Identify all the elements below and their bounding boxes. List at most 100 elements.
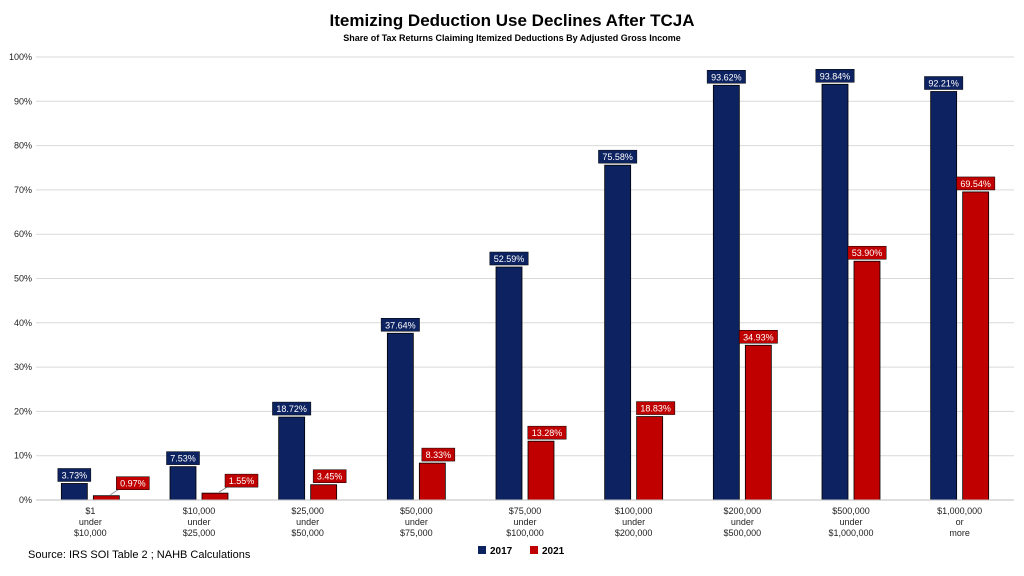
y-tick-label: 20% <box>14 406 32 416</box>
label-leader-line <box>218 486 228 493</box>
data-label: 8.33% <box>426 450 452 460</box>
data-label: 53.90% <box>852 248 883 258</box>
data-label-box <box>527 425 567 440</box>
x-category-label: $200,000 <box>615 528 653 538</box>
bar-2021 <box>527 440 555 501</box>
source-note: Source: IRS SOI Table 2 ; NAHB Calculati… <box>28 549 251 561</box>
label-leader-line <box>110 489 119 496</box>
x-category-label: $25,000 <box>291 506 324 516</box>
data-label: 18.72% <box>276 404 307 414</box>
x-category-label: $10,000 <box>74 528 107 538</box>
x-category-label: $50,000 <box>291 528 324 538</box>
y-tick-label: 80% <box>14 141 32 151</box>
data-label-box <box>598 149 638 164</box>
data-label-box <box>116 476 150 490</box>
x-category-label: under <box>296 517 319 527</box>
legend-swatch-2021 <box>530 546 538 554</box>
x-category-label: $100,000 <box>615 506 653 516</box>
x-category-label: $1 <box>85 506 95 516</box>
bar-2017 <box>930 91 958 501</box>
bar-2021 <box>744 344 772 501</box>
bar-2021 <box>92 495 120 501</box>
data-label-box <box>924 76 964 90</box>
legend-label: 2021 <box>542 546 565 557</box>
data-label-box <box>272 401 312 416</box>
y-tick-label: 60% <box>14 229 32 239</box>
data-label: 93.62% <box>711 72 742 82</box>
data-label-box <box>380 318 420 332</box>
x-category-label: $10,000 <box>183 506 216 516</box>
gridlines <box>36 56 1014 457</box>
y-tick-label: 40% <box>14 318 32 328</box>
data-label-box <box>706 70 746 84</box>
bar-2017 <box>712 84 740 501</box>
data-label-box <box>312 469 347 483</box>
bars <box>60 83 990 501</box>
data-label: 34.93% <box>743 332 774 342</box>
x-category-label: under <box>405 517 428 527</box>
data-label: 52.59% <box>494 254 525 264</box>
bar-2017 <box>386 332 414 501</box>
data-label: 92.21% <box>928 79 959 89</box>
data-label-box <box>847 245 887 260</box>
bar-2021 <box>201 492 229 501</box>
chart-title: Itemizing Deduction Use Declines After T… <box>330 11 695 30</box>
data-label: 93.84% <box>820 71 851 81</box>
data-label-box <box>956 176 996 191</box>
bar-2017 <box>60 483 88 501</box>
data-label-box <box>166 451 200 465</box>
x-category-label: $75,000 <box>509 506 542 516</box>
data-label: 3.45% <box>317 472 343 482</box>
x-category-label: under <box>731 517 754 527</box>
bar-2021 <box>310 484 338 501</box>
y-tick-label: 70% <box>14 185 32 195</box>
bar-2021 <box>636 416 664 501</box>
x-category-label: $500,000 <box>832 506 870 516</box>
x-category-label: $200,000 <box>724 506 762 516</box>
data-label: 37.64% <box>385 320 416 330</box>
data-label-box <box>224 473 259 488</box>
x-category-label: $500,000 <box>724 528 762 538</box>
data-label: 7.53% <box>170 454 196 464</box>
bar-2021 <box>418 462 446 501</box>
x-category-label: $50,000 <box>400 506 433 516</box>
x-category-label: $1,000,000 <box>937 506 982 516</box>
x-category-label: more <box>949 528 970 538</box>
x-category-label: under <box>513 517 536 527</box>
y-tick-label: 10% <box>14 451 32 461</box>
y-tick-label: 0% <box>19 495 32 505</box>
data-label: 3.73% <box>62 470 88 480</box>
data-label: 0.97% <box>120 479 146 489</box>
data-label: 69.54% <box>960 179 991 189</box>
bar-2017 <box>169 466 197 501</box>
chart-subtitle: Share of Tax Returns Claiming Itemized D… <box>343 33 681 43</box>
data-label-box <box>421 447 456 462</box>
data-label: 75.58% <box>602 152 633 162</box>
x-category-label: or <box>956 517 964 527</box>
legend-swatch-2017 <box>478 546 486 554</box>
x-category-label: under <box>187 517 210 527</box>
x-category-label: $25,000 <box>183 528 216 538</box>
bar-2017 <box>495 266 523 501</box>
x-category-label: $100,000 <box>506 528 544 538</box>
x-category-label: under <box>622 517 645 527</box>
y-tick-label: 50% <box>14 274 32 284</box>
data-label: 18.83% <box>640 404 671 414</box>
legend-label: 2017 <box>490 546 513 557</box>
x-category-label: $75,000 <box>400 528 433 538</box>
y-axis-ticks: 0% 10% 20% 30% 40% 50% 60% 70% 80% 90% 100% <box>9 52 32 505</box>
bar-2017 <box>604 164 632 501</box>
data-label-box <box>815 69 855 83</box>
y-tick-label: 100% <box>9 52 32 62</box>
bar-2021 <box>962 191 990 501</box>
x-category-label: under <box>839 517 862 527</box>
data-label-box <box>489 251 529 266</box>
y-tick-label: 90% <box>14 96 32 106</box>
data-labels: 3.73% 0.97% 7.53% 1.55% 18.72% 3.45% 37.64% 8.3… <box>57 69 996 496</box>
data-label-box <box>636 401 676 415</box>
data-label-box <box>57 468 92 482</box>
data-label-box <box>738 330 778 344</box>
data-label: 13.28% <box>532 428 563 438</box>
bar-2021 <box>853 260 881 501</box>
